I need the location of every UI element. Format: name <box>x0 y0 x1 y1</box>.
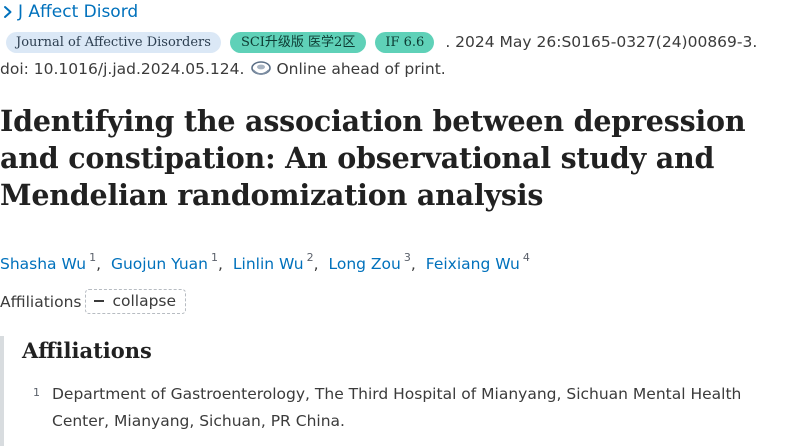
badge-row: Journal of Affective Disorders SCI升级版 医学… <box>6 31 757 53</box>
journal-badge[interactable]: Journal of Affective Disorders <box>6 31 221 53</box>
author-separator: , <box>410 255 416 274</box>
ahead-of-print-icon <box>251 61 272 75</box>
doi-text: doi: 10.1016/j.jad.2024.05.124. <box>0 60 245 78</box>
journal-link-label: J Affect Disord <box>18 2 139 22</box>
author-affil-ref[interactable]: 1 <box>211 251 219 264</box>
author-link[interactable]: Linlin Wu <box>232 255 304 274</box>
sci-rank-badge[interactable]: SCI升级版 医学2区 <box>229 31 367 53</box>
affiliations-toggle-label: Affiliations <box>0 292 82 311</box>
affiliations-toggle-row: Affiliations collapse <box>0 289 187 314</box>
chevron-right-icon <box>4 6 12 18</box>
collapse-affiliations-button[interactable]: collapse <box>85 289 187 314</box>
author-separator: , <box>96 255 102 274</box>
minus-icon <box>94 300 105 302</box>
affiliation-text: Department of Gastroenterology, The Thir… <box>52 385 742 430</box>
author-list: Shasha Wu 1, Guojun Yuan 1, Linlin Wu 2, Lo… <box>0 251 530 274</box>
collapse-button-label: collapse <box>112 292 177 310</box>
citation-date: . 2024 May 26:S0165-0327(24)00869-3. <box>445 33 758 51</box>
author-link[interactable]: Long Zou <box>328 255 401 274</box>
journal-link[interactable]: J Affect Disord <box>0 2 138 22</box>
author-link[interactable]: Feixiang Wu <box>425 255 520 274</box>
article-title: Identifying the association between depr… <box>0 104 746 212</box>
doi-row: doi: 10.1016/j.jad.2024.05.124. Online a… <box>0 60 446 78</box>
author-link[interactable]: Guojun Yuan <box>110 255 209 274</box>
author-separator: , <box>218 255 223 274</box>
author-affil-ref[interactable]: 2 <box>306 251 314 264</box>
affiliations-panel <box>0 336 802 446</box>
affiliation-number: 1 <box>33 386 40 399</box>
publication-status: Online ahead of print. <box>276 60 446 78</box>
author-affil-ref[interactable]: 1 <box>89 251 97 264</box>
author-affil-ref[interactable]: 3 <box>403 251 411 264</box>
author-separator: , <box>313 255 319 274</box>
affiliations-heading: Affiliations <box>22 338 152 363</box>
author-link[interactable]: Shasha Wu <box>0 255 87 274</box>
author-affil-ref[interactable]: 4 <box>522 251 530 264</box>
impact-factor-badge[interactable]: IF 6.6 <box>375 31 435 53</box>
